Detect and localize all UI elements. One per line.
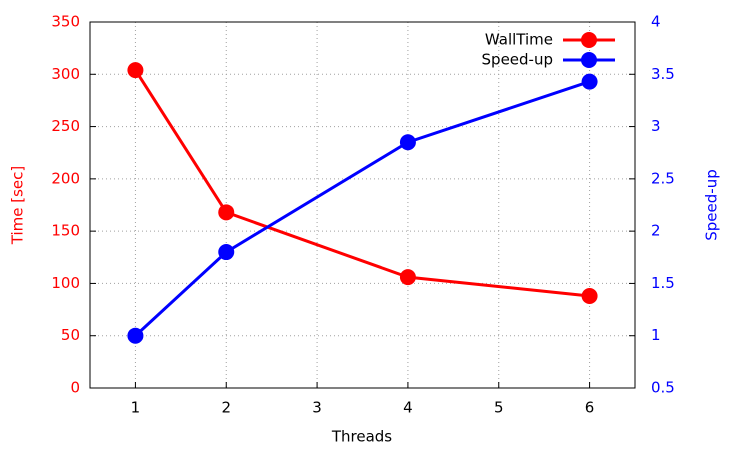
series-line [134, 69, 590, 298]
legend-label: WallTime [485, 31, 553, 49]
x-tick-label: 5 [494, 399, 504, 417]
legend-label: Speed-up [482, 51, 553, 69]
data-point [127, 62, 144, 79]
y2-tick-label: 4 [651, 13, 661, 31]
data-point [581, 287, 598, 304]
y-axis-label: Time [sec] [9, 166, 27, 245]
x-tick-label: 1 [131, 399, 141, 417]
x-tick-label: 4 [403, 399, 413, 417]
y-tick-label: 100 [51, 274, 80, 292]
y-tick-label: 250 [51, 117, 80, 135]
data-point [399, 134, 416, 151]
data-point [399, 269, 416, 286]
y2-tick-label: 2 [651, 222, 661, 240]
y2-tick-label: 1 [651, 326, 661, 344]
series-line [134, 80, 591, 337]
data-point [127, 327, 144, 344]
y2-tick-label: 0.5 [651, 379, 675, 397]
plot-frame [89, 21, 636, 389]
y-tick-label: 350 [51, 13, 80, 31]
y2-tick-label: 3 [651, 117, 661, 135]
y2-tick-label: 2.5 [651, 169, 675, 187]
y-tick-label: 150 [51, 222, 80, 240]
y-tick-label: 0 [70, 379, 80, 397]
x-tick-label: 3 [312, 399, 322, 417]
y2-axis-label: Speed-up [703, 169, 721, 240]
legend-marker [581, 52, 597, 68]
y2-tick-label: 3.5 [651, 65, 675, 83]
y-tick-label: 300 [51, 65, 80, 83]
data-point [218, 204, 235, 221]
data-point [581, 73, 598, 90]
x-tick-label: 2 [221, 399, 231, 417]
y-tick-label: 200 [51, 169, 80, 187]
y2-tick-label: 1.5 [651, 274, 675, 292]
x-tick-label: 6 [585, 399, 595, 417]
x-axis-label: Threads [331, 428, 392, 446]
legend-marker [581, 32, 597, 48]
data-point [218, 244, 235, 261]
y-tick-label: 50 [61, 326, 80, 344]
